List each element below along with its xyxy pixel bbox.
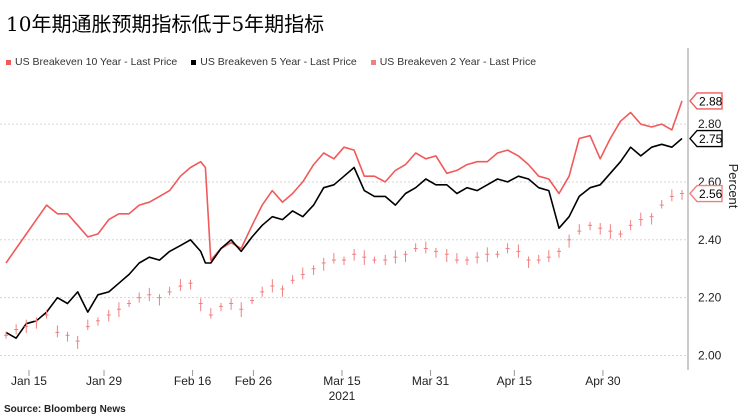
last-price-flag <box>689 92 723 110</box>
last-price-flag <box>689 129 723 148</box>
legend-swatch-2y <box>370 59 376 65</box>
legend-item-2y: US Breakeven 2 Year - Last Price <box>370 56 537 68</box>
legend-swatch-5y <box>191 59 197 65</box>
line-series-10y <box>5 100 683 264</box>
x-tick-label: Mar 31 <box>412 374 450 388</box>
legend-item-10y: US Breakeven 10 Year - Last Price <box>6 56 177 68</box>
chart-title: 10年期通胀预期指标低于5年期指标 <box>6 12 325 36</box>
y-axis-title: Percent <box>726 164 741 209</box>
x-tick-label: Apr 30 <box>585 374 621 388</box>
source-note: Source: Bloomberg News <box>4 404 126 415</box>
x-tick-label: Apr 15 <box>497 374 533 388</box>
x-tick-label: Jan 29 <box>86 374 122 388</box>
last-price-label: 2.56 <box>699 187 723 201</box>
x-tick-label: Feb 26 <box>235 374 273 388</box>
x-tick-label: Jan 15 <box>11 374 47 388</box>
last-price-label: 2.75 <box>699 132 723 146</box>
y-tick-label: 2.20 <box>698 291 722 305</box>
legend-label-2y: US Breakeven 2 Year - Last Price <box>379 56 537 68</box>
x-tick-label: Mar 15 <box>323 374 361 388</box>
y-tick-label: 2.00 <box>698 349 722 363</box>
legend-label-10y: US Breakeven 10 Year - Last Price <box>15 56 178 68</box>
legend: US Breakeven 10 Year - Last Price US Bre… <box>6 56 536 68</box>
y-tick-label: 2.80 <box>698 117 722 131</box>
line-series-5y <box>5 137 683 340</box>
last-price-label: 2.88 <box>699 94 723 108</box>
x-year-label: 2021 <box>329 389 356 403</box>
x-tick-label: Feb 16 <box>174 374 212 388</box>
legend-item-5y: US Breakeven 5 Year - Last Price <box>191 56 357 68</box>
y-tick-label: 2.40 <box>698 233 722 247</box>
legend-label-5y: US Breakeven 5 Year - Last Price <box>200 56 357 68</box>
legend-swatch-10y <box>6 59 11 65</box>
last-price-flag <box>689 184 723 203</box>
